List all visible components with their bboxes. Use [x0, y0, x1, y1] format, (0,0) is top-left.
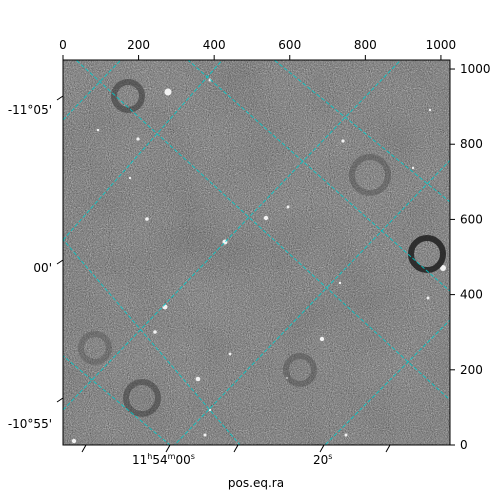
left-tick-label-3: -10°55': [8, 417, 52, 431]
bottom-tick-label-2: 20s: [313, 452, 332, 467]
star-15: [344, 433, 348, 437]
right-tick-label-2: 400: [460, 288, 483, 302]
star-17: [136, 137, 140, 141]
left-tick-3: [56, 397, 64, 403]
bottom-tick-1: [165, 444, 171, 453]
star-16: [96, 128, 100, 132]
image-blotches: [63, 60, 450, 445]
grid-line-5: [63, 60, 223, 241]
star-14: [71, 438, 77, 444]
grid-line-0: [63, 238, 241, 445]
right-tick-label-3: 600: [460, 212, 483, 226]
grid-line-8: [324, 319, 450, 445]
star-23: [338, 281, 342, 285]
star-12: [440, 265, 446, 271]
star-11: [341, 139, 345, 143]
star-6: [162, 304, 168, 310]
ring-artifact-1: [111, 79, 145, 113]
coordinate-grid: [63, 60, 450, 445]
grid-line-3: [273, 60, 450, 203]
ring-artifact-3: [349, 154, 391, 196]
top-tick-label-4: 800: [354, 38, 377, 52]
star-19: [228, 352, 232, 356]
grid-line-6: [63, 60, 402, 411]
bottom-world-axis: 11h54m00s 20s pos.eq.ra: [81, 444, 391, 490]
left-tick-label-2: 00': [33, 261, 52, 275]
top-tick-label-1: 200: [127, 38, 150, 52]
star-21: [411, 166, 415, 170]
bottom-tick-5: [385, 444, 391, 453]
top-tick-label-0: 0: [59, 38, 67, 52]
bottom-tick-3: [81, 444, 87, 453]
left-world-axis: -11°05' 00' -10°55': [8, 95, 64, 431]
grid-line-1: [75, 60, 450, 401]
right-tick-label-5: 1000: [460, 62, 491, 76]
star-13: [428, 108, 432, 112]
star-3: [263, 215, 269, 221]
top-tick-label-5: 1000: [426, 38, 457, 52]
x-axis-label: pos.eq.ra: [228, 476, 284, 490]
right-tick-label-4: 800: [460, 137, 483, 151]
star-8: [195, 376, 201, 382]
bottom-tick-4: [233, 444, 239, 453]
image-area: [63, 60, 450, 445]
star-9: [203, 433, 207, 437]
plot-frame: [62, 59, 451, 446]
bottom-tick-label-1: 11h54m00s: [132, 452, 195, 467]
bottom-tick-2: [319, 444, 325, 453]
star-22: [426, 296, 430, 300]
star-24: [208, 408, 212, 412]
ring-artifact-2: [123, 379, 161, 417]
star-20: [285, 376, 289, 380]
top-pixel-axis: 0 200 400 600 800 1000: [59, 38, 456, 60]
grid-line-9: [63, 60, 122, 121]
ring-artifact-0: [408, 235, 446, 273]
top-tick-label-3: 600: [278, 38, 301, 52]
image-features: [71, 78, 446, 444]
top-tick-label-2: 400: [203, 38, 226, 52]
star-10: [319, 336, 325, 342]
right-tick-label-1: 200: [460, 363, 483, 377]
right-tick-label-0: 0: [460, 438, 468, 452]
ring-artifact-4: [283, 353, 317, 387]
left-tick-label-1: -11°05': [8, 103, 52, 117]
right-pixel-axis: 0 200 400 600 800 1000: [450, 62, 491, 452]
star-7: [153, 330, 157, 334]
star-18: [128, 176, 132, 180]
star-0: [164, 88, 172, 96]
star-4: [286, 205, 290, 209]
left-tick-2: [56, 259, 64, 265]
left-tick-1: [56, 95, 64, 101]
ring-artifact-5: [78, 331, 112, 365]
star-5: [145, 217, 149, 221]
